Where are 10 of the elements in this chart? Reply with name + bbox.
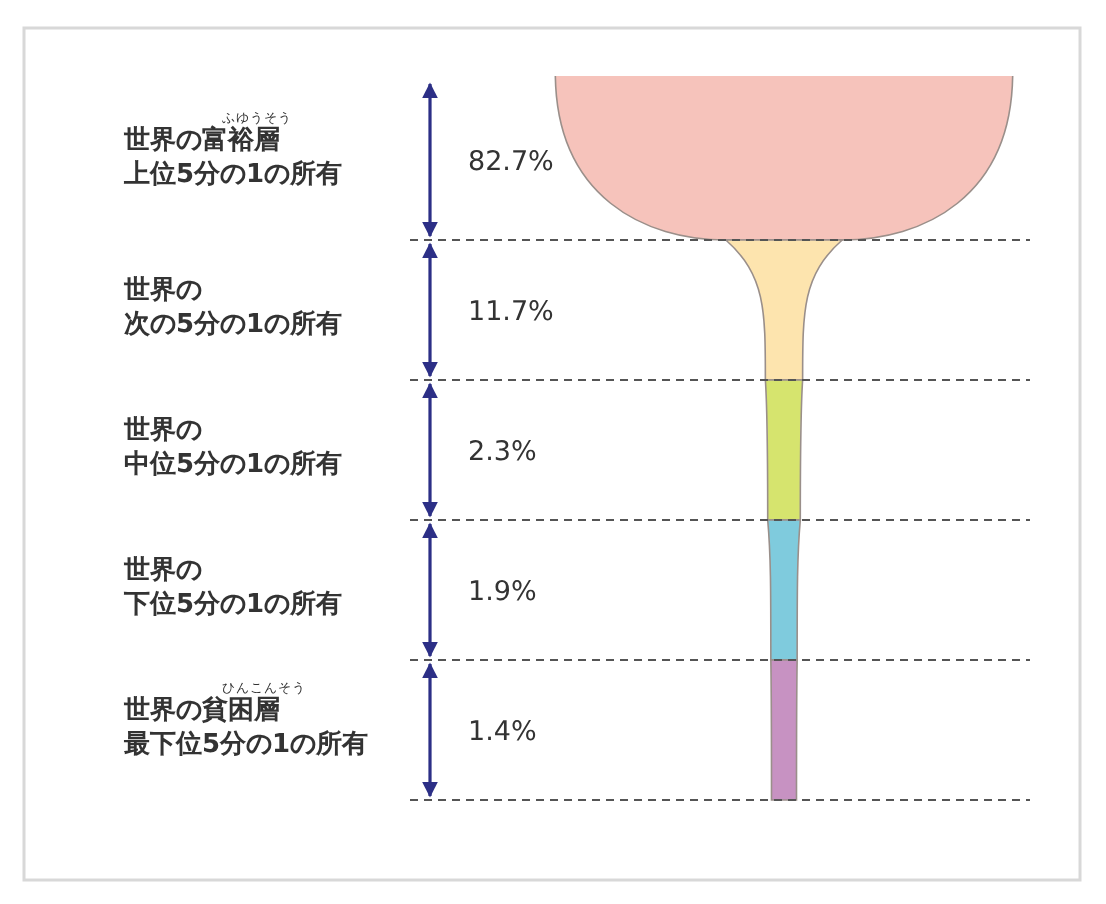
data-label: 82.7% [468, 146, 555, 178]
data-label: 2.3% [468, 436, 537, 468]
data-label: 11.7% [468, 296, 555, 328]
data-label: 1.4% [468, 716, 537, 748]
category-label: 世界の下位5分の1の所有 [122, 556, 343, 620]
category-label: 世界の中位5分の1の所有 [122, 416, 343, 480]
data-label: 1.9% [468, 576, 537, 608]
category-label: 世界の富裕層上位5分の1の所有 [122, 124, 343, 190]
category-label: 世界の貧困層最下位5分の1の所有 [122, 694, 369, 760]
category-label: 世界の次の5分の1の所有 [122, 276, 343, 340]
